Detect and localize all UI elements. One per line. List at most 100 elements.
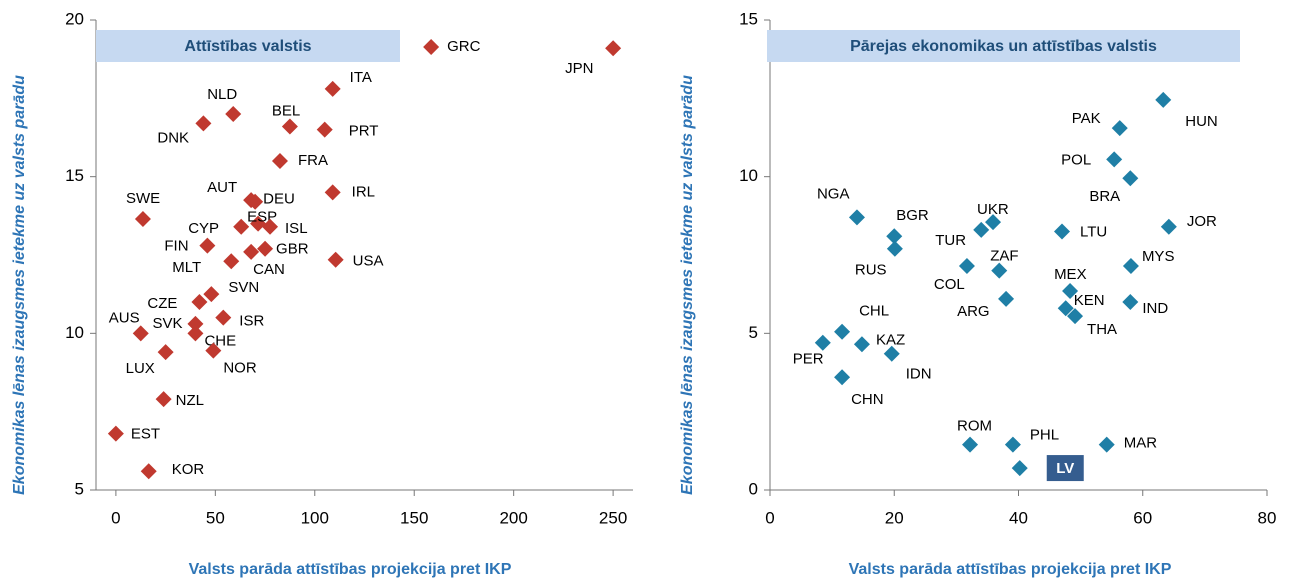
point	[1122, 294, 1139, 310]
point	[215, 309, 232, 326]
point-label: BRA	[1089, 188, 1120, 205]
point-label: RUS	[855, 262, 887, 279]
point-label: CAN	[253, 261, 285, 278]
y-tick-label: 15	[65, 166, 84, 185]
point-label: BEL	[272, 103, 300, 120]
x-axis-title: Valsts parāda attīstības projekcija pret…	[189, 561, 512, 578]
point	[271, 153, 288, 169]
point-label: IDN	[906, 366, 932, 383]
point-label: ROM	[957, 418, 992, 435]
point	[1067, 308, 1084, 325]
point-label: EST	[131, 426, 160, 443]
point	[1122, 170, 1139, 187]
point-label: PER	[793, 351, 824, 368]
point	[991, 262, 1008, 279]
point	[324, 184, 341, 201]
annotation: LV	[1056, 460, 1074, 477]
point	[886, 228, 903, 245]
point-label: KOR	[172, 461, 205, 478]
point	[187, 315, 204, 332]
y-tick-label: 15	[739, 9, 758, 28]
point	[1122, 257, 1139, 274]
point-label: PHL	[1030, 427, 1059, 444]
point-label: AUS	[109, 309, 140, 326]
point	[281, 118, 298, 135]
point-label: CZE	[147, 295, 177, 312]
x-tick-label: 40	[1009, 508, 1028, 527]
point-label: CYP	[188, 220, 219, 237]
x-tick-label: 250	[599, 508, 627, 527]
point	[195, 115, 212, 132]
point-label: UKR	[977, 201, 1009, 218]
point	[157, 344, 174, 361]
point	[155, 391, 172, 408]
point-label: THA	[1087, 321, 1117, 338]
point-label: HUN	[1185, 113, 1218, 130]
point	[1057, 300, 1074, 317]
point	[1098, 436, 1115, 453]
x-tick-label: 100	[301, 508, 329, 527]
x-tick-label: 50	[206, 508, 225, 527]
point	[203, 286, 220, 303]
point	[423, 38, 440, 55]
y-tick-label: 20	[65, 9, 84, 28]
point	[233, 218, 250, 235]
point	[107, 425, 124, 442]
point-label: FRA	[298, 152, 328, 169]
x-tick-label: 80	[1258, 508, 1277, 527]
point-label: MYS	[1142, 248, 1175, 265]
point	[1011, 460, 1028, 477]
point	[848, 209, 865, 226]
point-label: ITA	[350, 69, 372, 86]
point	[257, 240, 274, 257]
y-tick-label: 0	[749, 479, 758, 498]
point-label: SWE	[126, 190, 160, 207]
point-label: NOR	[223, 360, 257, 377]
point	[247, 193, 264, 210]
x-tick-label: 0	[765, 508, 774, 527]
point-label: KAZ	[876, 331, 905, 348]
x-tick-label: 0	[111, 508, 120, 527]
point-label: MEX	[1054, 266, 1087, 283]
point-label: MAR	[1124, 435, 1158, 452]
point-label: CHN	[851, 391, 884, 408]
point-label: DNK	[157, 129, 189, 146]
point-label: POL	[1061, 151, 1091, 168]
point-label: MLT	[172, 259, 201, 276]
point-label: ISL	[285, 220, 308, 237]
point-label: PAK	[1072, 110, 1101, 127]
x-tick-label: 60	[1133, 508, 1152, 527]
point	[1004, 436, 1021, 453]
y-tick-label: 5	[749, 323, 758, 342]
point	[1106, 151, 1123, 168]
x-axis-title: Valsts parāda attīstības projekcija pret…	[849, 561, 1172, 578]
point	[886, 240, 903, 257]
point	[324, 80, 341, 97]
point-label: NGA	[817, 185, 850, 202]
point-label: NLD	[207, 86, 237, 103]
point-label: BGR	[896, 207, 929, 224]
point-label: LTU	[1080, 223, 1107, 240]
point-label: IRL	[352, 183, 375, 200]
x-tick-label: 150	[400, 508, 428, 527]
point	[958, 257, 975, 274]
point	[1062, 283, 1079, 300]
point	[327, 251, 344, 268]
point	[962, 436, 979, 453]
point	[1111, 120, 1128, 137]
point	[605, 40, 622, 57]
point-label: PRT	[349, 123, 379, 140]
x-tick-label: 20	[885, 508, 904, 527]
point-label: JPN	[565, 60, 593, 77]
point	[998, 290, 1015, 307]
point	[883, 345, 900, 362]
point	[316, 121, 333, 138]
point-label: AUT	[207, 179, 237, 196]
annotation-box	[1046, 455, 1084, 482]
point-label: TUR	[935, 232, 966, 249]
y-tick-label: 5	[75, 479, 84, 498]
title-box	[96, 30, 400, 62]
y-axis-title: Ekonomikas lēnas izaugsmes ietekme uz va…	[679, 75, 696, 495]
point	[250, 215, 267, 232]
point	[225, 106, 242, 122]
